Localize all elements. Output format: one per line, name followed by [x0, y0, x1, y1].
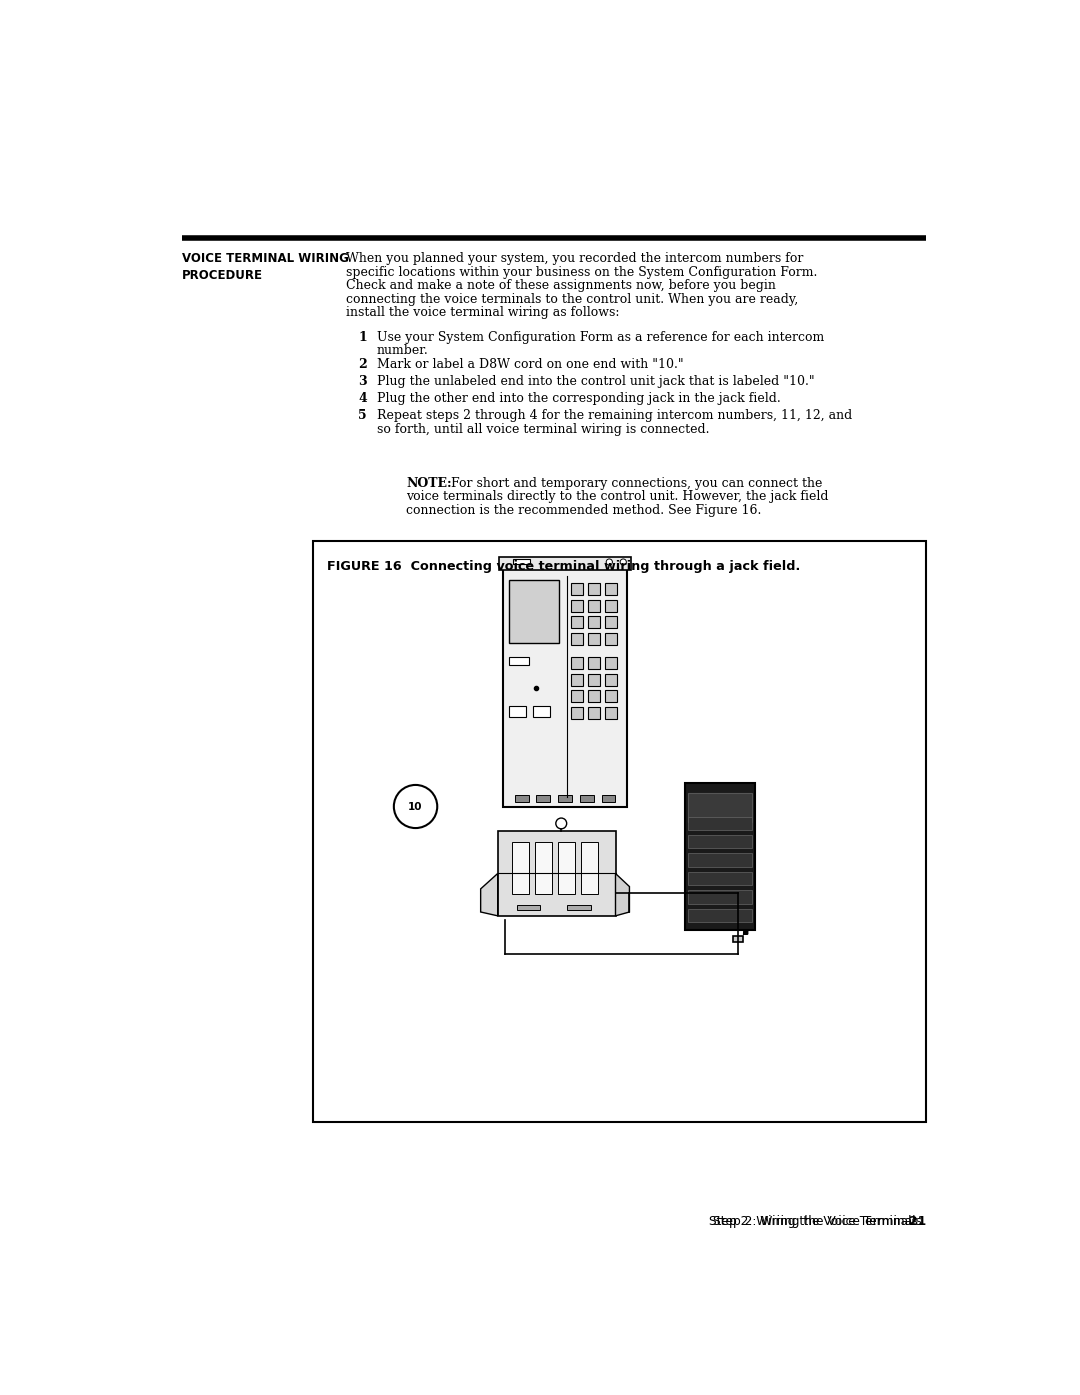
Bar: [588, 707, 600, 718]
Bar: [571, 583, 583, 596]
Bar: [685, 784, 755, 929]
Text: number.: number.: [377, 345, 429, 357]
Bar: [581, 843, 598, 894]
Text: FIGURE 16  Connecting voice terminal wiring through a jack field.: FIGURE 16 Connecting voice terminal wiri…: [327, 561, 800, 573]
Bar: [571, 691, 583, 702]
Bar: [512, 843, 529, 894]
Bar: [503, 566, 627, 806]
Text: For short and temporary connections, you can connect the: For short and temporary connections, you…: [446, 477, 822, 490]
Bar: [605, 691, 617, 702]
Bar: [510, 657, 529, 665]
Circle shape: [556, 817, 567, 829]
Bar: [688, 910, 752, 922]
Bar: [499, 557, 631, 571]
Bar: [605, 617, 617, 628]
Bar: [605, 707, 617, 718]
Text: VOICE TERMINAL WIRING: VOICE TERMINAL WIRING: [181, 252, 349, 265]
Bar: [510, 706, 526, 717]
Bar: [588, 674, 600, 685]
Polygon shape: [616, 873, 630, 917]
Text: install the voice terminal wiring as follows:: install the voice terminal wiring as fol…: [346, 306, 619, 319]
Bar: [733, 936, 743, 942]
Text: Plug the other end into the corresponding jack in the jack field.: Plug the other end into the correspondin…: [377, 392, 781, 405]
Bar: [605, 674, 617, 685]
Bar: [688, 792, 752, 822]
Bar: [588, 583, 600, 596]
Text: Repeat steps 2 through 4 for the remaining intercom numbers, 11, 12, and: Repeat steps 2 through 4 for the remaini…: [377, 409, 852, 423]
Bar: [588, 600, 600, 611]
Bar: [688, 836, 752, 848]
Text: 1: 1: [359, 331, 367, 343]
Circle shape: [620, 559, 626, 565]
Bar: [605, 583, 617, 596]
Text: 2: 2: [359, 359, 367, 371]
Bar: [688, 890, 752, 904]
Text: connection is the recommended method. See Figure 16.: connection is the recommended method. Se…: [406, 504, 761, 518]
Circle shape: [394, 785, 437, 829]
Bar: [688, 872, 752, 884]
Bar: [571, 617, 583, 628]
Bar: [571, 674, 583, 685]
Bar: [588, 657, 600, 670]
Bar: [571, 657, 583, 670]
Bar: [688, 854, 752, 866]
Text: connecting the voice terminals to the control unit. When you are ready,: connecting the voice terminals to the co…: [346, 293, 798, 306]
Bar: [313, 541, 926, 1122]
Bar: [535, 843, 552, 894]
Bar: [588, 617, 600, 628]
Bar: [605, 657, 617, 670]
Text: Step 2: Wiring the Voice Terminals: Step 2: Wiring the Voice Terminals: [708, 1215, 926, 1228]
Text: 5: 5: [359, 409, 367, 423]
Text: Check and make a note of these assignments now, before you begin: Check and make a note of these assignmen…: [346, 279, 775, 292]
Bar: [558, 795, 572, 802]
Text: 10: 10: [408, 802, 422, 812]
Bar: [588, 691, 600, 702]
Circle shape: [606, 559, 612, 565]
Bar: [517, 905, 540, 910]
Text: Mark or label a D8W cord on one end with "10.": Mark or label a D8W cord on one end with…: [377, 359, 684, 371]
Bar: [532, 706, 550, 717]
Text: 21: 21: [909, 1215, 927, 1228]
Text: specific locations within your business on the System Configuration Form.: specific locations within your business …: [346, 265, 818, 279]
Text: 3: 3: [359, 375, 367, 388]
Bar: [602, 795, 616, 802]
Text: PROCEDURE: PROCEDURE: [181, 269, 262, 282]
Bar: [567, 905, 591, 910]
Text: 4: 4: [359, 392, 367, 405]
Bar: [510, 580, 559, 643]
Bar: [558, 843, 576, 894]
Bar: [605, 600, 617, 611]
Text: Step 2: Wiring the Voice Terminals: Step 2: Wiring the Voice Terminals: [713, 1215, 926, 1228]
Bar: [537, 795, 551, 802]
Bar: [588, 633, 600, 644]
Text: Plug the unlabeled end into the control unit jack that is labeled "10.": Plug the unlabeled end into the control …: [377, 375, 814, 388]
Text: voice terminals directly to the control unit. However, the jack field: voice terminals directly to the control …: [406, 491, 828, 504]
Polygon shape: [481, 873, 498, 917]
Bar: [580, 795, 594, 802]
Bar: [571, 707, 583, 718]
Bar: [605, 633, 617, 644]
Bar: [571, 633, 583, 644]
Text: When you planned your system, you recorded the intercom numbers for: When you planned your system, you record…: [346, 252, 804, 265]
Text: so forth, until all voice terminal wiring is connected.: so forth, until all voice terminal wirin…: [377, 423, 710, 435]
Bar: [513, 558, 530, 564]
Text: Use your System Configuration Form as a reference for each intercom: Use your System Configuration Form as a …: [377, 331, 824, 343]
Bar: [498, 831, 616, 917]
Text: NOTE:: NOTE:: [406, 477, 451, 490]
Bar: [571, 600, 583, 611]
Bar: [515, 795, 529, 802]
Bar: [688, 816, 752, 830]
